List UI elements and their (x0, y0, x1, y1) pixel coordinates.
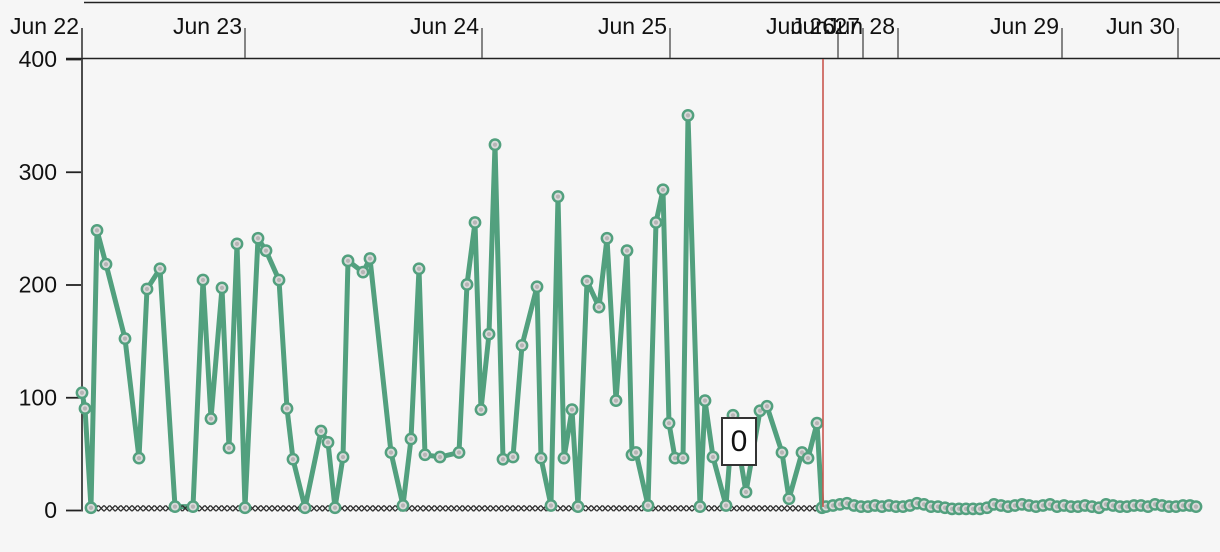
data-point-marker-dot (710, 454, 716, 460)
data-point-marker-dot (122, 336, 128, 341)
y-tick-label-0: 400 (19, 46, 57, 72)
data-point-marker-dot (94, 228, 100, 233)
date-tick-label-4: Jun 26 (766, 13, 835, 39)
y-tick-label-2: 200 (19, 272, 57, 298)
data-point-marker-dot (805, 456, 811, 461)
data-point-marker-dot (660, 187, 666, 192)
data-point-marker-dot (400, 503, 406, 508)
data-point-marker-dot (519, 343, 525, 348)
data-point-marker-dot (666, 421, 672, 426)
y-tick-label-4: 0 (44, 497, 57, 523)
data-point-marker-dot (613, 398, 619, 403)
data-point-marker-dot (569, 407, 575, 412)
data-point-marker-dot (437, 454, 443, 460)
data-point-marker-dot (478, 407, 484, 412)
data-point-marker-dot (290, 457, 296, 462)
data-point-marker-dot (284, 406, 290, 411)
data-point-marker-dot (157, 266, 163, 271)
data-point-marker-dot (200, 277, 206, 283)
data-point-marker-dot (730, 413, 736, 418)
data-point-marker-dot (743, 489, 749, 495)
data-point-marker-dot (486, 332, 492, 337)
data-point-marker-dot (814, 421, 820, 426)
data-point-marker-dot (685, 113, 691, 118)
date-tick-label-0: Jun 22 (10, 13, 79, 39)
data-point-marker-dot (624, 248, 630, 253)
data-point-marker-dot (242, 505, 248, 510)
data-point-marker-dot (555, 194, 561, 199)
data-point-marker-dot (190, 504, 196, 509)
y-tick-label-1: 300 (19, 159, 57, 185)
date-tick-label-8: Jun 30 (1106, 13, 1175, 39)
data-point-marker-dot (723, 503, 729, 508)
data-point-marker-dot (263, 248, 269, 253)
data-point-marker-dot (219, 285, 225, 290)
data-point-marker-dot (500, 457, 506, 462)
data-point-marker-dot (672, 456, 678, 461)
data-point-marker-dot (561, 456, 567, 461)
data-point-marker-dot (464, 282, 470, 287)
data-point-marker-dot (82, 406, 88, 411)
data-point-marker-dot (302, 505, 308, 510)
data-point-marker-dot (584, 279, 590, 284)
data-point-marker-dot (408, 436, 414, 442)
data-point-marker-dot (422, 452, 428, 457)
data-point-marker-dot (345, 258, 351, 263)
data-point-marker-dot (103, 262, 109, 267)
data-point-marker-dot (534, 284, 540, 289)
data-point-markers[interactable] (75, 108, 1203, 516)
data-point-marker-dot (604, 236, 610, 241)
data-point-marker-dot (596, 304, 602, 310)
data-point-marker-dot (456, 450, 462, 455)
data-point-marker-dot (645, 503, 651, 508)
data-point-marker-dot (575, 504, 581, 509)
data-point-marker-dot (234, 241, 240, 247)
data-point-marker-dot (757, 408, 763, 413)
data-point-marker-dot (226, 445, 232, 451)
data-point-marker-dot (764, 404, 770, 409)
data-point-marker-dot (276, 277, 282, 283)
data-point-marker-dot (653, 220, 659, 225)
data-point-marker-dot (360, 269, 366, 275)
data-point-marker-dot (172, 504, 178, 509)
data-point-marker-dot (340, 454, 346, 460)
data-point-marker-dot (136, 456, 142, 461)
data-point-marker-dot (367, 256, 373, 261)
y-tick-label-3: 100 (19, 384, 57, 410)
data-point-marker-dot (79, 390, 85, 395)
data-point-marker-dot (702, 398, 708, 403)
data-point-marker-dot (786, 496, 792, 501)
data-point-marker-dot (1193, 504, 1199, 509)
data-point-marker-dot (799, 450, 805, 455)
data-point-marker-dot (492, 142, 498, 147)
data-point-marker-dot (779, 450, 785, 455)
annotation-flag[interactable]: 0 (721, 417, 757, 466)
data-point-marker-dot (538, 456, 544, 461)
data-point-marker-dot (510, 454, 516, 460)
date-tick-label-5: Jun 27 (791, 13, 860, 39)
data-point-marker-dot (548, 503, 554, 508)
date-tick-label-3: Jun 25 (598, 13, 667, 39)
data-point-marker-dot (388, 450, 394, 455)
data-point-marker-dot (88, 505, 94, 510)
date-tick-label-7: Jun 29 (990, 13, 1059, 39)
data-point-marker-dot (472, 220, 478, 225)
data-point-marker-dot (325, 440, 331, 445)
data-point-marker-dot (255, 236, 261, 241)
data-point-marker-dot (144, 286, 150, 292)
date-tick-label-2: Jun 24 (410, 13, 479, 39)
data-point-marker-dot (318, 428, 324, 434)
data-point-marker-dot (332, 505, 338, 510)
data-point-marker-dot (416, 266, 422, 271)
data-point-marker-dot (680, 456, 686, 461)
data-point-marker-dot (633, 450, 639, 455)
data-point-marker-dot (208, 416, 214, 421)
date-tick-label-1: Jun 23 (173, 13, 242, 39)
data-point-marker-dot (697, 504, 703, 509)
date-tick-label-6: Jun 28 (826, 13, 895, 39)
